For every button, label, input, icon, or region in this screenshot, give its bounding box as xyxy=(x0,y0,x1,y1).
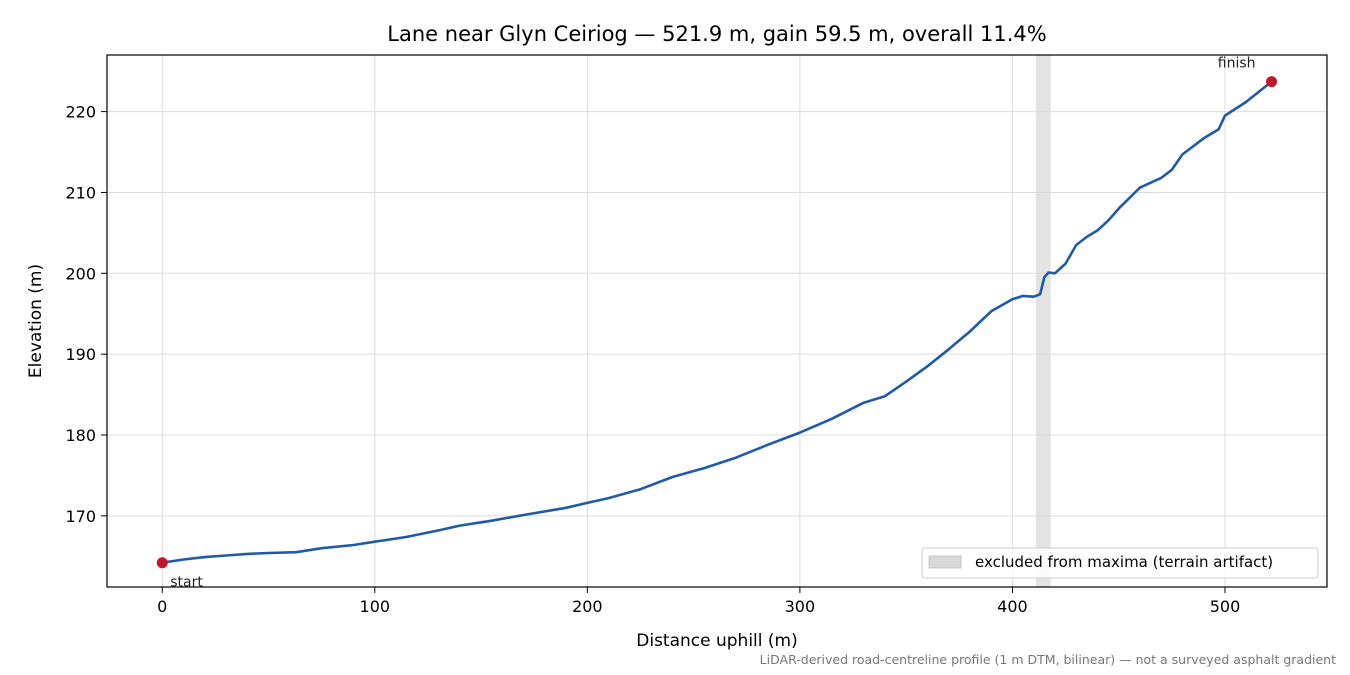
y-tick-label: 200 xyxy=(65,264,96,283)
start-label: start xyxy=(170,575,203,591)
x-tick-label: 100 xyxy=(360,597,391,616)
y-tick-label: 210 xyxy=(65,183,96,202)
y-tick-label: 180 xyxy=(65,426,96,445)
endpoints-layer: start finish xyxy=(156,56,1278,591)
legend-label: excluded from maxima (terrain artifact) xyxy=(975,553,1273,571)
x-tick-label: 400 xyxy=(997,597,1028,616)
grid xyxy=(107,55,1327,587)
excluded-band-rect xyxy=(1035,55,1051,587)
excluded-band xyxy=(1035,55,1051,587)
y-axis-ticks: 170 180 190 200 210 220 xyxy=(65,103,107,526)
start-point xyxy=(156,557,168,569)
y-axis-title: Elevation (m) xyxy=(26,264,46,378)
legend-box xyxy=(921,547,1319,579)
elevation-line xyxy=(161,80,1273,564)
x-tick-label: 200 xyxy=(572,597,603,616)
series-layer xyxy=(161,80,1273,564)
finish-point xyxy=(1266,76,1278,88)
y-tick-label: 220 xyxy=(65,103,96,122)
x-tick-label: 500 xyxy=(1210,597,1241,616)
finish-label: finish xyxy=(1218,56,1256,72)
footnote: LiDAR-derived road-centreline profile (1… xyxy=(760,652,1336,667)
chart-title: Lane near Glyn Ceiriog — 521.9 m, gain 5… xyxy=(387,22,1046,46)
y-tick-label: 190 xyxy=(65,345,96,364)
x-tick-label: 300 xyxy=(785,597,816,616)
y-tick-label: 170 xyxy=(65,507,96,526)
x-axis-ticks: 0 100 200 300 400 500 xyxy=(157,587,1240,616)
legend: excluded from maxima (terrain artifact) xyxy=(921,547,1319,579)
x-tick-label: 0 xyxy=(157,597,167,616)
legend-swatch xyxy=(928,555,962,569)
x-axis-title: Distance uphill (m) xyxy=(636,631,797,651)
plot-frame xyxy=(106,54,1328,588)
